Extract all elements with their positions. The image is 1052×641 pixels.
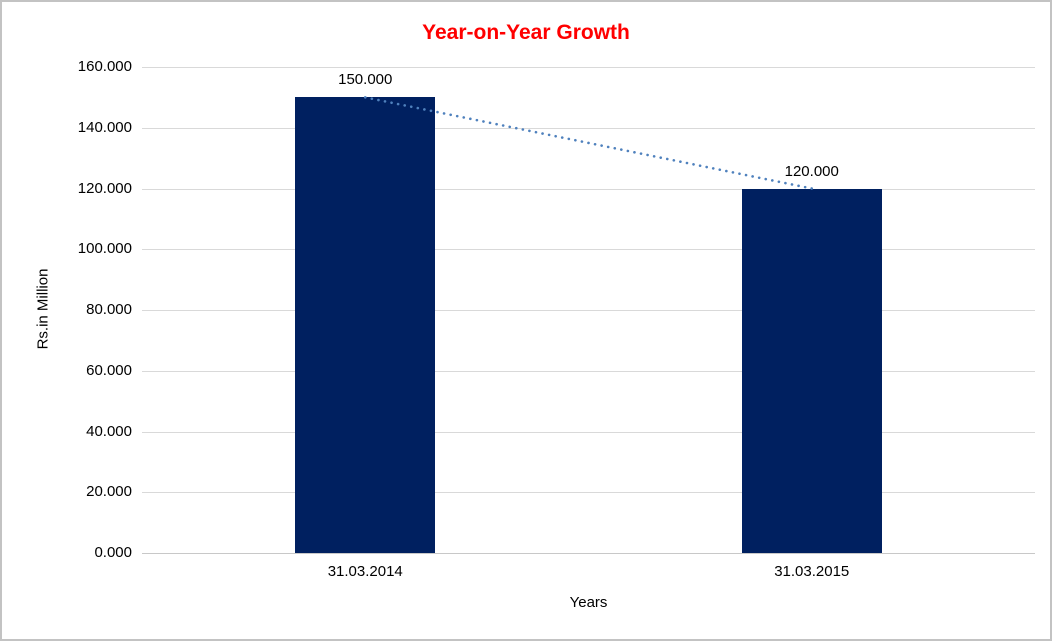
gridline	[142, 310, 1035, 311]
gridline	[142, 370, 1035, 372]
y-tick-label: 0.000	[94, 544, 132, 561]
gridline	[142, 67, 1035, 68]
gridline	[142, 431, 1035, 433]
plot-area: 150.000 120.000	[142, 67, 1035, 554]
x-axis-title: Years	[569, 594, 608, 611]
gridline	[142, 188, 1035, 190]
y-tick-label: 140.000	[77, 118, 132, 136]
trendline	[363, 96, 814, 190]
x-tick-label: 31.03.2014	[327, 563, 403, 580]
y-tick-label: 100.000	[77, 240, 132, 258]
y-tick-label: 60.000	[86, 361, 132, 379]
gridline	[142, 249, 1035, 251]
gridline	[142, 127, 1035, 129]
y-tick-label: 120.000	[77, 179, 132, 197]
gridline	[142, 492, 1035, 494]
bar-value-label: 150.000	[338, 71, 393, 89]
y-tick-label: 80.000	[86, 301, 132, 318]
y-tick-label: 40.000	[86, 422, 132, 440]
bar-31.03.2014	[295, 97, 436, 553]
x-tick-label: 31.03.2015	[774, 563, 850, 580]
y-tick-label: 160.000	[77, 58, 132, 75]
x-axis-line	[142, 553, 1035, 554]
y-tick-label: 20.000	[86, 483, 132, 501]
chart-title: Year-on-Year Growth	[422, 21, 630, 44]
bar-value-label: 120.000	[784, 162, 839, 180]
bar-31.03.2015	[741, 188, 882, 553]
